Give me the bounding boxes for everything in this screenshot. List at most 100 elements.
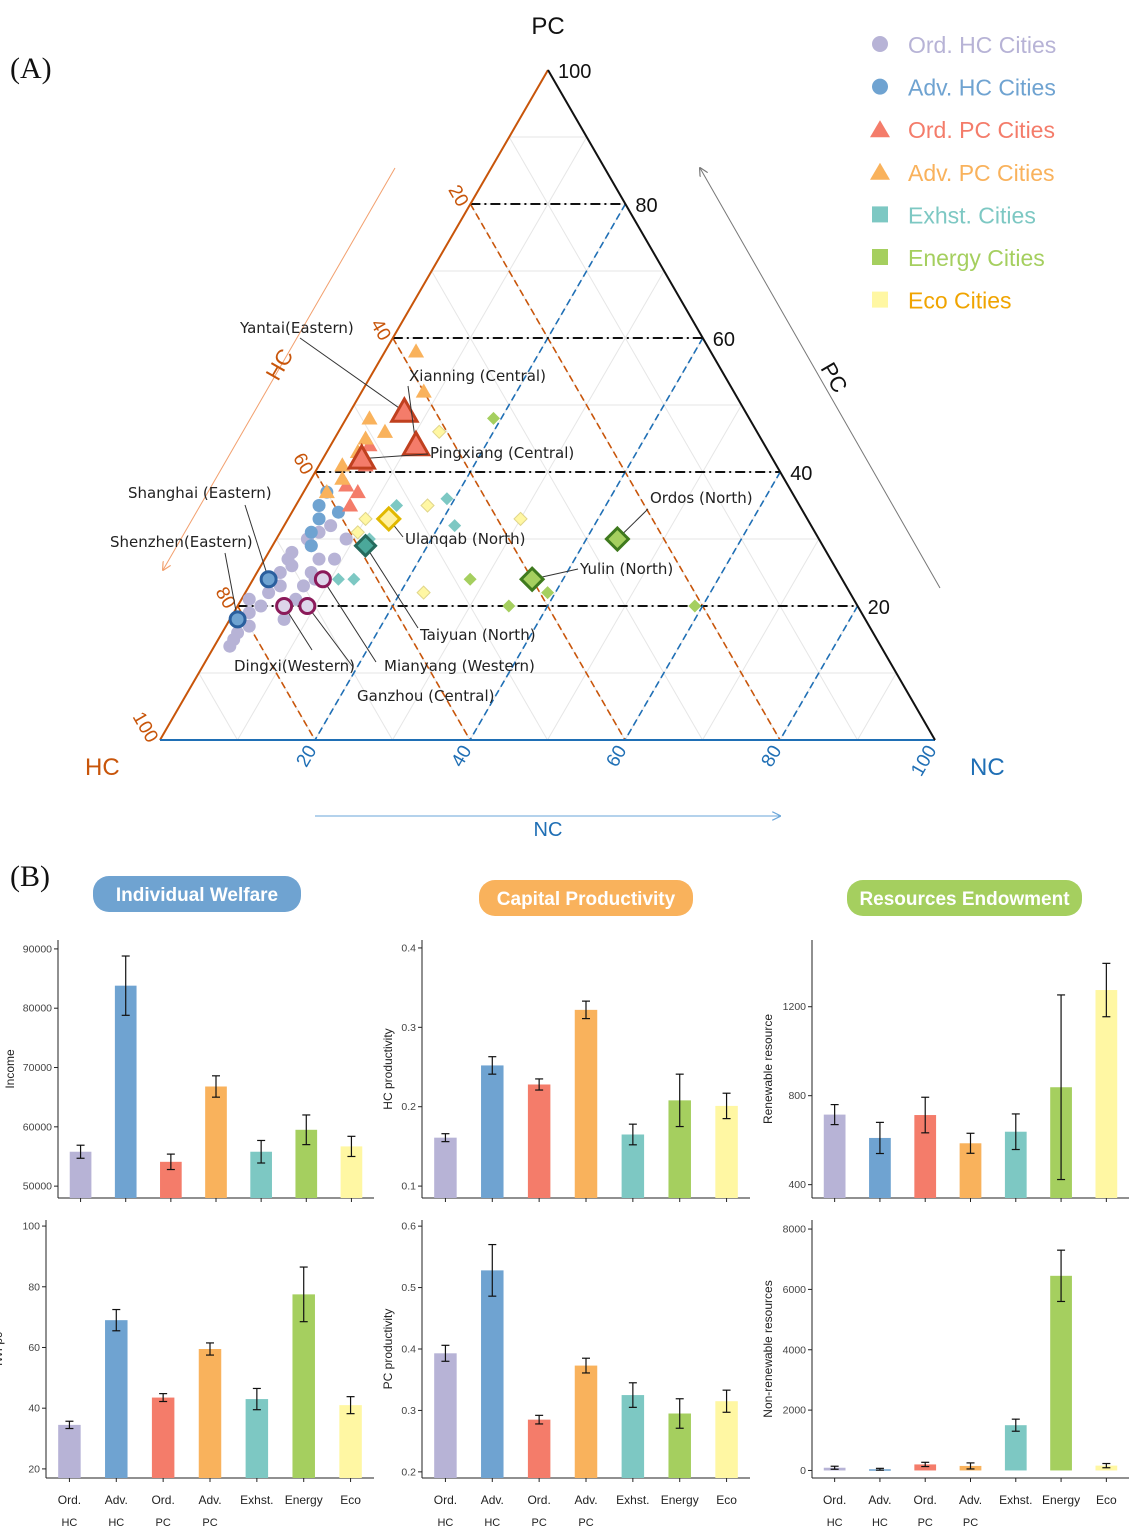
ternary-point (318, 484, 335, 499)
ternary-points (223, 343, 702, 653)
panel-b-label: (B) (10, 860, 50, 893)
triangle-edge-right (547, 69, 936, 741)
group-title: Capital Productivity (497, 889, 676, 910)
hc-axis-title: HC (261, 344, 299, 384)
group-title-pill (847, 880, 1082, 916)
bar-chart-6: 0 2000 4000 6000 8000 Non-renewable resources… (761, 1220, 1129, 1529)
bar (959, 1143, 982, 1198)
pc-axis-title: PC (816, 358, 853, 397)
y-tick-label: 800 (788, 1090, 806, 1102)
bar (481, 1270, 504, 1478)
y-tick-label: 20 (28, 1463, 40, 1475)
x-tick-label: Exhst. (616, 1493, 649, 1507)
city-label: Shenzhen(Eastern) (110, 533, 253, 551)
ternary-point (324, 519, 338, 533)
y-tick-label: 8000 (783, 1224, 807, 1236)
ternary-point (513, 511, 528, 527)
highlighted-city-marker (518, 566, 546, 593)
reference-lines (236, 203, 859, 741)
bar (292, 1294, 315, 1478)
pc-tick-label: 20 (868, 597, 890, 619)
ternary-point (448, 519, 462, 533)
grid-line-nc (392, 270, 665, 741)
ternary-point (376, 423, 394, 438)
x-tick-label: Energy (661, 1493, 699, 1507)
highlighted-city-marker (346, 442, 377, 470)
nc-tick-label: 40 (448, 742, 477, 771)
x-tick-label: Ord. (434, 1493, 457, 1507)
ternary-grid (198, 136, 897, 741)
x-tick-label: Ord. (914, 1493, 937, 1507)
highlighted-city-marker (389, 396, 420, 423)
x-tick-label: HC (61, 1517, 77, 1529)
city-label: Mianyang (Western) (384, 657, 535, 675)
ternary-point (289, 592, 303, 606)
legend-symbol (870, 120, 890, 138)
bar (339, 1405, 362, 1478)
ternary-point (304, 525, 318, 539)
ternary-point (304, 539, 318, 553)
legend-label: Adv. PC Cities (908, 160, 1055, 186)
ternary-point (242, 592, 256, 606)
callout-line (361, 453, 429, 460)
bar (105, 1320, 128, 1478)
y-axis-title: Income (3, 1049, 17, 1089)
triangle-edge-left (159, 69, 549, 741)
pc-tick-label: 60 (713, 329, 735, 351)
ternary-point (328, 552, 342, 566)
ternary-point (331, 572, 345, 586)
x-tick-label: PC (156, 1517, 171, 1529)
legend-symbol (872, 36, 888, 52)
bar (715, 1105, 738, 1198)
city-label: Pingxiang (Central) (430, 444, 574, 462)
nc-axis-title: NC (534, 819, 563, 841)
group-title: Resources Endowment (859, 889, 1070, 910)
bar (715, 1401, 738, 1478)
x-tick-label: HC (827, 1517, 843, 1529)
ternary-point (416, 585, 431, 600)
x-tick-label: Ord. (527, 1493, 550, 1507)
city-label: Yulin (North) (579, 560, 673, 578)
nc-reference-line (469, 337, 704, 741)
y-tick-label: 80 (28, 1281, 40, 1293)
x-tick-label: HC (108, 1517, 124, 1529)
ternary-point (342, 497, 359, 512)
y-tick-label: 90000 (23, 943, 52, 955)
callout-line (365, 545, 419, 629)
y-tick-label: 100 (22, 1221, 40, 1233)
grid-line-hc (198, 672, 238, 741)
city-label: Shanghai (Eastern) (128, 484, 272, 502)
y-axis-title: Renewable resource (761, 1014, 775, 1124)
ternary-point (420, 498, 435, 513)
callout-line (244, 504, 270, 580)
bar (69, 1151, 92, 1198)
bar (295, 1129, 318, 1198)
bar-chart-3: 400 800 1200 Renewable resource (761, 940, 1129, 1202)
group-title-pill (479, 880, 693, 916)
x-tick-label: Eco (1096, 1493, 1117, 1507)
x-tick-label: Adv. (868, 1493, 891, 1507)
vertex-label-nc: NC (970, 754, 1005, 781)
legend-label: Ord. PC Cities (908, 117, 1055, 143)
x-tick-label: PC (532, 1517, 547, 1529)
bar (434, 1353, 457, 1478)
y-tick-label: 50000 (23, 1181, 52, 1193)
grid-line-nc (547, 404, 742, 741)
ternary-point (296, 579, 310, 593)
panel-a-label: (A) (10, 52, 52, 85)
y-tick-label: 4000 (783, 1344, 807, 1356)
x-tick-label: Adv. (198, 1493, 221, 1507)
x-tick-label: Energy (1042, 1493, 1080, 1507)
bar (869, 1137, 891, 1198)
vertex-label-hc: HC (85, 754, 120, 781)
bar-chart-2: 0.1 0.2 0.3 0.4 HC productivity (381, 940, 750, 1202)
bar (914, 1115, 937, 1198)
legend-symbol (872, 206, 888, 223)
pc-tick-label: 80 (635, 195, 657, 217)
pc-tick-label: 100 (558, 61, 591, 83)
highlighted-city-marker (259, 570, 278, 589)
ternary-point (223, 639, 237, 653)
x-tick-label: Eco (340, 1493, 361, 1507)
y-tick-label: 0.4 (401, 942, 416, 954)
bar (205, 1086, 227, 1198)
